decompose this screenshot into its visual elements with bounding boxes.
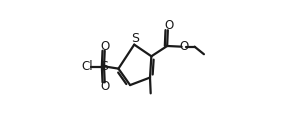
Text: O: O [179, 40, 188, 53]
Text: S: S [100, 60, 108, 73]
Text: Cl: Cl [81, 60, 93, 73]
Text: O: O [101, 40, 110, 53]
Text: O: O [164, 19, 173, 32]
Text: S: S [131, 32, 139, 45]
Text: O: O [101, 80, 110, 93]
